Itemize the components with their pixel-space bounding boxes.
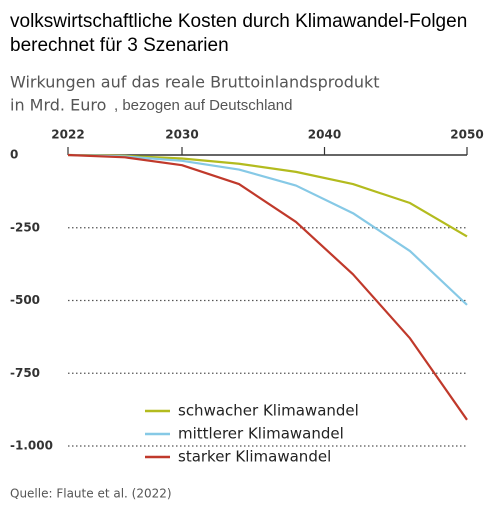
legend-label: mittlerer Klimawandel xyxy=(178,425,344,443)
x-tick-label: 2050 xyxy=(450,128,483,142)
y-tick-label: -500 xyxy=(10,293,40,307)
y-tick-label: 0 xyxy=(10,148,18,162)
y-tick-label: -1.000 xyxy=(10,439,53,453)
y-tick-label: -750 xyxy=(10,366,40,380)
chart-title: berechnet für 3 Szenarien xyxy=(10,35,229,56)
chart-subtitle: , bezogen auf Deutschland xyxy=(114,97,292,114)
y-tick-label: -250 xyxy=(10,220,40,234)
chart-subtitle: in Mrd. Euro xyxy=(10,96,106,115)
x-tick-label: 2022 xyxy=(51,128,84,142)
chart-subtitle: Wirkungen auf das reale Bruttoinlandspro… xyxy=(10,73,380,92)
x-tick-label: 2040 xyxy=(308,128,341,142)
x-tick-label: 2030 xyxy=(165,128,198,142)
series-line xyxy=(67,153,468,306)
legend-label: starker Klimawandel xyxy=(178,448,331,466)
legend-label: schwacher Klimawandel xyxy=(178,402,359,420)
chart-title: volkswirtschaftliche Kosten durch Klimaw… xyxy=(10,11,467,32)
series-line xyxy=(67,153,468,238)
series-line xyxy=(67,153,468,421)
source: Quelle: Flaute et al. (2022) xyxy=(10,487,172,501)
